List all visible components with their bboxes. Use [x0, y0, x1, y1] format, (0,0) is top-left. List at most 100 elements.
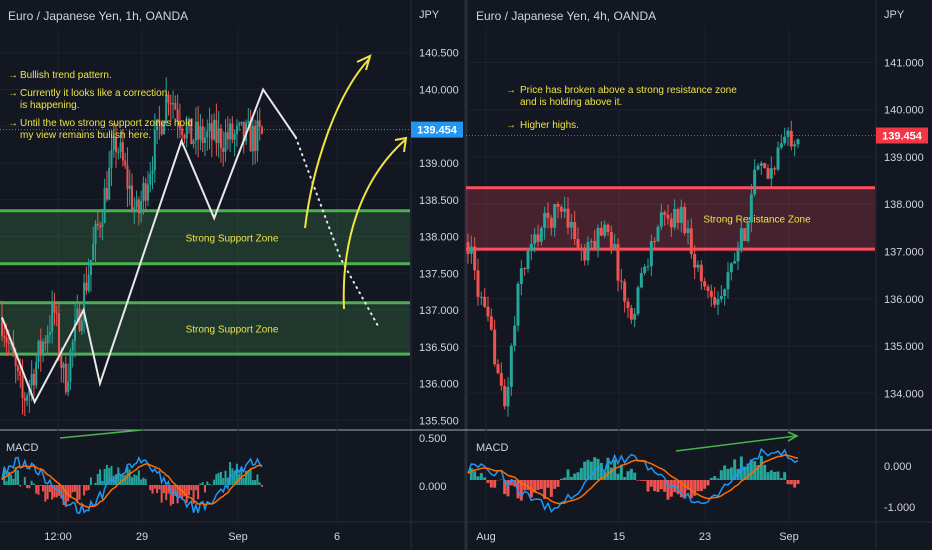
left-time-axis[interactable]: 12:00 29 Sep 6 [44, 531, 340, 543]
candle-body [479, 296, 483, 298]
left-support-zones: Strong Support Zone Strong Support Zone [0, 209, 410, 356]
candle-body [716, 299, 720, 305]
candle-body [516, 283, 520, 326]
candle-body [67, 381, 70, 393]
candle-body [64, 363, 67, 393]
candle-body [649, 241, 653, 267]
note-arrow-icon: → [506, 120, 516, 131]
candle-body [579, 247, 583, 250]
time-tick-label: Sep [779, 531, 799, 543]
candle-body [99, 225, 102, 228]
candle-body [636, 287, 640, 314]
candle-body [14, 356, 17, 367]
candle-body [167, 94, 170, 104]
bullish-arrow-lower [342, 139, 406, 310]
note-arrow-icon: → [506, 85, 516, 96]
candle-body [73, 320, 76, 342]
time-tick-label: Sep [228, 531, 248, 543]
candle-body [26, 395, 29, 401]
candle-body [188, 118, 191, 127]
candle-body [733, 261, 737, 264]
candle-body [217, 128, 220, 144]
candle-body [235, 125, 238, 135]
candle-body [85, 282, 88, 291]
candle-body [563, 208, 567, 212]
candle-body [55, 312, 58, 314]
candle-body [759, 163, 763, 166]
candle-body [87, 274, 90, 291]
note-arrow-icon: → [8, 118, 18, 129]
candle-body [110, 149, 113, 168]
candle-body [210, 123, 213, 140]
candle-body [466, 242, 470, 254]
current-price-tag [876, 127, 928, 144]
candle-body [719, 295, 723, 300]
candle-body [71, 341, 74, 351]
right-chart-panel[interactable]: Strong Resistance Zone Euro / Japanese Y… [466, 9, 928, 543]
price-tick-label: 135.500 [419, 415, 459, 427]
candle-body [483, 296, 487, 307]
left-price-axis[interactable]: 140.500140.000139.500139.000138.500138.0… [0, 48, 463, 428]
left-macd-pane [1, 455, 263, 515]
price-tick-label: 140.000 [884, 105, 924, 117]
candle-body [231, 123, 234, 140]
macd-line [1, 455, 263, 515]
note-line: Until the two strong support zones hold [20, 118, 193, 129]
left-notes: → Bullish trend pattern. → Currently it … [8, 70, 193, 141]
candle-body [213, 119, 216, 140]
candle-body [101, 222, 104, 228]
candle-body [201, 126, 204, 143]
candle-body [261, 127, 263, 134]
candle-body [131, 185, 133, 210]
price-tick-label: 137.000 [884, 246, 924, 258]
candle-body [62, 363, 65, 368]
note-arrow-icon: → [8, 70, 18, 81]
right-notes: → Price has broken above a strong resist… [506, 85, 737, 131]
candle-body [5, 337, 8, 343]
candle-body [603, 224, 607, 236]
candle-body [137, 199, 140, 214]
candle-body [626, 301, 630, 309]
macd-line [467, 447, 799, 514]
candle-body [185, 126, 188, 139]
candle-body [763, 163, 767, 169]
candle-body [126, 165, 129, 189]
candle-body [726, 272, 730, 290]
candle-body [699, 264, 703, 282]
candle-body [596, 227, 600, 250]
candle-body [743, 228, 747, 242]
candle-body [169, 103, 172, 105]
candle-body [493, 329, 497, 365]
candle-body [773, 168, 777, 170]
candle-body [183, 135, 186, 139]
signal-line [467, 454, 799, 505]
macd-tick-label: -1.000 [884, 502, 915, 514]
right-time-axis[interactable]: Aug 15 23 Sep [476, 531, 799, 543]
price-tick-label: 140.500 [419, 48, 459, 60]
candle-body [181, 128, 184, 136]
note-line: is happening. [20, 100, 80, 111]
left-trend-path [1, 87, 379, 405]
candle-body [76, 308, 79, 321]
candle-body [197, 121, 200, 140]
candle-body [526, 250, 530, 269]
candle-body [108, 167, 111, 200]
candle-body [593, 241, 597, 250]
note-line: Price has broken above a strong resistan… [520, 85, 737, 96]
candle-body [793, 144, 797, 147]
note-line: my view remains bullish here. [20, 130, 151, 141]
candle-body [753, 169, 757, 195]
left-chart-panel[interactable]: Strong Support Zone Strong Support Zone E… [0, 9, 463, 543]
price-tick-label: 141.000 [884, 57, 924, 69]
candle-body [165, 94, 168, 123]
candle-body [1, 317, 3, 336]
time-tick-label: Aug [476, 531, 496, 543]
candle-body [254, 125, 257, 151]
right-price-axis[interactable]: 141.000 140.000 139.000 138.000 137.000 136.0… [466, 57, 928, 400]
candle-body [779, 143, 783, 148]
candle-body [789, 130, 793, 147]
note-line: and is holding above it. [520, 97, 622, 108]
candle-body [689, 228, 693, 255]
candle-body [192, 140, 195, 145]
